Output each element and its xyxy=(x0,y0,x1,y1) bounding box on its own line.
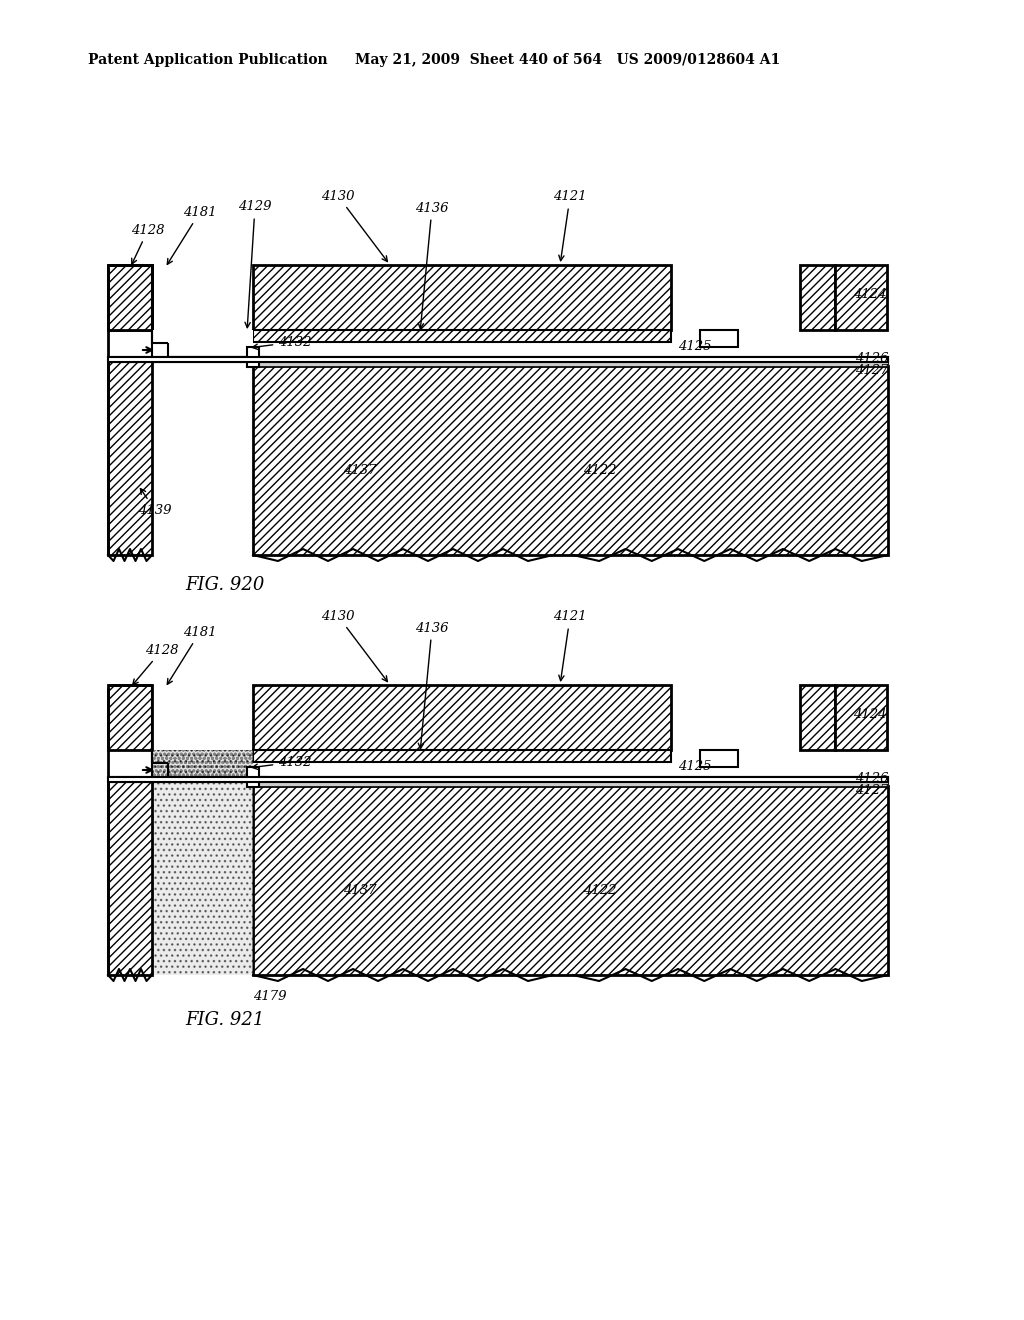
Text: May 21, 2009  Sheet 440 of 564   US 2009/0128604 A1: May 21, 2009 Sheet 440 of 564 US 2009/01… xyxy=(355,53,780,67)
Text: 4137: 4137 xyxy=(343,883,377,896)
Text: 4128: 4128 xyxy=(133,644,179,685)
Bar xyxy=(700,330,738,347)
Text: 4122: 4122 xyxy=(584,463,616,477)
Text: 4129: 4129 xyxy=(239,201,271,327)
Bar xyxy=(253,685,671,750)
Text: FIG. 921: FIG. 921 xyxy=(185,1011,264,1030)
Bar xyxy=(800,685,835,750)
Text: 4130: 4130 xyxy=(322,610,387,681)
Text: 4122: 4122 xyxy=(584,883,616,896)
Text: 4127: 4127 xyxy=(855,784,889,796)
Text: 4121: 4121 xyxy=(553,190,587,261)
Bar xyxy=(253,330,671,342)
Text: 4130: 4130 xyxy=(322,190,387,261)
Text: 4128: 4128 xyxy=(131,223,165,264)
Text: 4125: 4125 xyxy=(678,759,712,772)
Text: 4181: 4181 xyxy=(167,626,217,684)
Bar xyxy=(108,265,152,330)
Text: 4139: 4139 xyxy=(138,488,172,516)
Text: 4181: 4181 xyxy=(167,206,217,264)
Bar xyxy=(700,750,738,767)
Bar xyxy=(835,265,887,330)
Bar xyxy=(108,356,152,554)
Text: 4121: 4121 xyxy=(553,610,587,681)
Bar xyxy=(800,265,835,330)
Bar xyxy=(835,685,887,750)
Text: 4132: 4132 xyxy=(252,755,311,770)
Bar xyxy=(152,330,253,356)
Bar xyxy=(108,685,152,750)
Text: 4136: 4136 xyxy=(416,622,449,748)
Text: 4127: 4127 xyxy=(855,363,889,376)
Bar xyxy=(253,777,888,785)
Bar xyxy=(108,777,888,781)
Bar xyxy=(253,265,671,330)
Bar xyxy=(247,767,259,787)
Text: 4126: 4126 xyxy=(855,771,889,784)
Bar xyxy=(253,750,671,762)
Bar xyxy=(253,356,888,366)
Text: 4125: 4125 xyxy=(678,339,712,352)
Bar xyxy=(152,750,253,777)
Text: 4126: 4126 xyxy=(855,351,889,364)
Text: 4136: 4136 xyxy=(416,202,449,329)
Bar xyxy=(152,750,253,777)
Bar xyxy=(253,362,888,366)
Bar xyxy=(247,347,259,367)
Bar xyxy=(108,777,253,975)
Text: 4132: 4132 xyxy=(252,335,311,350)
Text: Patent Application Publication: Patent Application Publication xyxy=(88,53,328,67)
Text: FIG. 920: FIG. 920 xyxy=(185,576,264,594)
Bar xyxy=(108,356,888,362)
Bar xyxy=(253,785,888,975)
Bar xyxy=(108,265,152,330)
Text: 4124: 4124 xyxy=(853,289,887,301)
Text: 4137: 4137 xyxy=(343,463,377,477)
Text: 4124: 4124 xyxy=(853,709,887,722)
Bar xyxy=(253,781,888,785)
Polygon shape xyxy=(152,330,253,356)
Bar xyxy=(253,366,888,554)
Text: 4179: 4179 xyxy=(253,990,287,1003)
Bar xyxy=(108,777,152,975)
